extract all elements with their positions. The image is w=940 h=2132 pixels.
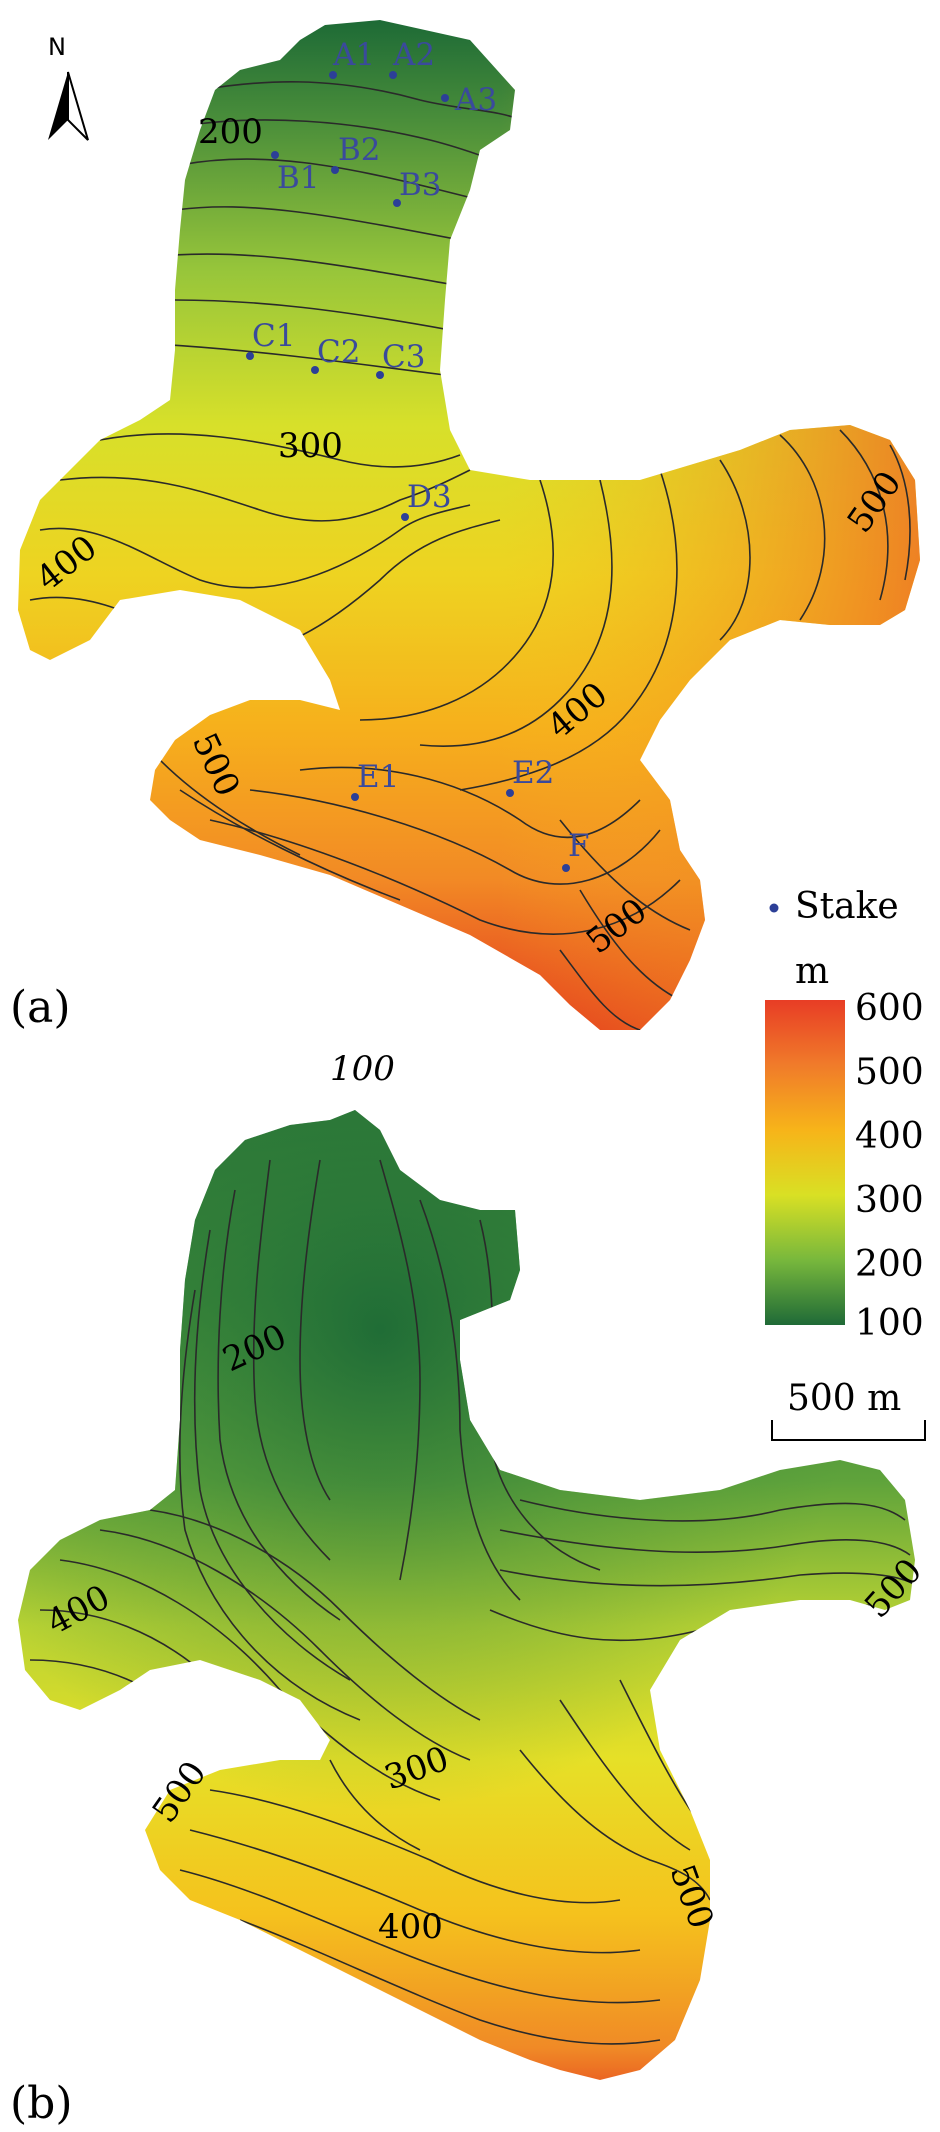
legend-stake-marker bbox=[769, 903, 779, 913]
stake-label-E2: E2 bbox=[512, 755, 554, 791]
panel-a-map: 200 300 400 400 500 500 500 A1 A2 A3 B1 … bbox=[10, 20, 920, 1033]
stake-point-A3 bbox=[441, 94, 449, 102]
panel-a-contour-label-300: 300 bbox=[278, 426, 343, 466]
stake-point-B2 bbox=[331, 166, 339, 174]
stake-point-E1 bbox=[351, 793, 359, 801]
stake-point-E2 bbox=[506, 789, 514, 797]
stake-point-A2 bbox=[389, 71, 397, 79]
stake-label-B2: B2 bbox=[338, 132, 381, 168]
stake-point-A1 bbox=[329, 71, 337, 79]
panel-b-contours bbox=[29, 1159, 915, 2045]
legend-stake-label: Stake bbox=[795, 886, 899, 927]
north-arrow-right-half bbox=[67, 71, 89, 141]
stake-label-B3: B3 bbox=[399, 167, 442, 203]
legend-tick-400: 400 bbox=[855, 1116, 924, 1157]
stake-point-C3 bbox=[376, 371, 384, 379]
scale-bar bbox=[771, 1420, 926, 1441]
legend-unit: m bbox=[795, 951, 829, 992]
stake-label-B1: B1 bbox=[277, 160, 320, 196]
stake-label-E1: E1 bbox=[357, 759, 399, 795]
stake-label-A3: A3 bbox=[454, 82, 497, 118]
panel-b-contour-label-400-south: 400 bbox=[378, 1907, 443, 1947]
panel-a-label: (a) bbox=[10, 982, 71, 1033]
panel-b-contour-label-100: 100 bbox=[330, 1049, 395, 1089]
north-label: N bbox=[48, 33, 66, 61]
north-arrow-left-half bbox=[48, 72, 68, 140]
legend: Stake m 600 500 400 300 200 100 500 m bbox=[765, 886, 926, 1441]
stake-point-B3 bbox=[393, 199, 401, 207]
stake-label-D3: D3 bbox=[407, 479, 452, 515]
legend-tick-100: 100 bbox=[855, 1303, 924, 1344]
stake-label-C3: C3 bbox=[382, 339, 425, 375]
scale-bar-label: 500 m bbox=[787, 1378, 901, 1419]
legend-tick-200: 200 bbox=[855, 1244, 924, 1285]
stake-label-C1: C1 bbox=[252, 318, 295, 354]
legend-tick-300: 300 bbox=[855, 1180, 924, 1221]
legend-tick-500: 500 bbox=[855, 1052, 924, 1093]
stake-point-C2 bbox=[311, 366, 319, 374]
stake-label-C2: C2 bbox=[317, 334, 360, 370]
panel-a-contours bbox=[29, 81, 911, 1030]
legend-tick-600: 600 bbox=[855, 988, 924, 1029]
stakes: A1 A2 A3 B1 B2 B3 C1 C2 C3 D3 E1 E2 F bbox=[246, 37, 590, 872]
stake-point-B1 bbox=[271, 151, 279, 159]
north-arrow: N bbox=[48, 33, 89, 141]
legend-color-bar bbox=[765, 1000, 845, 1325]
stake-point-C1 bbox=[246, 352, 254, 360]
panel-a-contour-label-200: 200 bbox=[198, 112, 263, 152]
stake-label-A1: A1 bbox=[332, 37, 375, 73]
panel-b-label: (b) bbox=[10, 2078, 73, 2129]
stake-point-D3 bbox=[401, 513, 409, 521]
stake-point-F bbox=[562, 864, 570, 872]
stake-label-F: F bbox=[568, 828, 590, 864]
stake-label-A2: A2 bbox=[392, 37, 435, 73]
panel-a-east-tint bbox=[18, 20, 920, 1030]
